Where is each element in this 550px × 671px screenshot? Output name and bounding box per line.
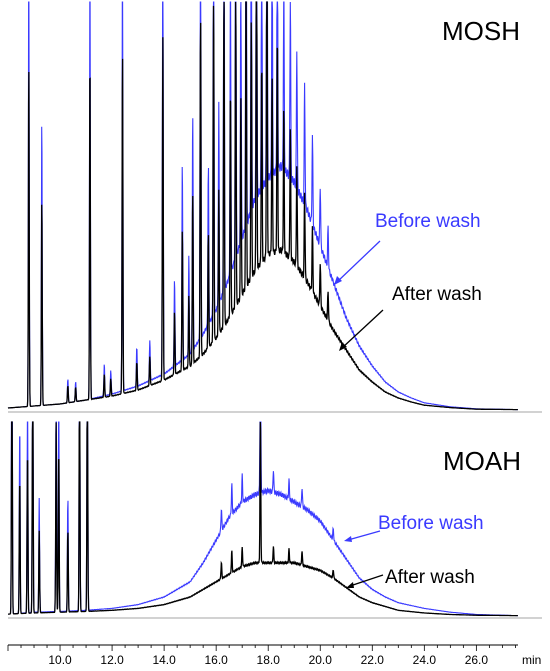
mosh-title: MOSH xyxy=(442,16,520,46)
x-tick-label: 18.0 xyxy=(257,653,281,667)
x-tick-label: 24.0 xyxy=(413,653,437,667)
x-tick-label: 12.0 xyxy=(100,653,124,667)
x-tick-label: 16.0 xyxy=(204,653,228,667)
x-axis-ticks: 10.0 12.0 14.0 16.0 18.0 20.0 22.0 24.0 26.0 xyxy=(7,645,516,667)
mosh-before-wash-arrow xyxy=(336,240,381,283)
x-axis: 10.0 12.0 14.0 16.0 18.0 20.0 22.0 24.0 26.0 min xyxy=(7,644,541,667)
mosh-plot-area xyxy=(7,1,518,411)
x-tick-label: 22.0 xyxy=(361,653,385,667)
moah-after-wash-arrow xyxy=(349,574,384,587)
mosh-after-wash-label: After wash xyxy=(392,284,482,305)
x-tick-label: 10.0 xyxy=(48,653,72,667)
moah-after-wash-label: After wash xyxy=(385,567,475,588)
x-tick-label: 26.0 xyxy=(465,653,489,667)
mosh-after-wash-arrow xyxy=(341,309,384,349)
moah-title: MOAH xyxy=(443,446,521,476)
moah-before-wash-arrowhead xyxy=(344,536,352,542)
mosh-series-after-wash xyxy=(7,1,518,411)
moah-panel: MOAH Before wash After wash xyxy=(8,421,542,619)
x-tick-label: 14.0 xyxy=(152,653,176,667)
mosh-after-wash-arrowhead xyxy=(339,342,347,351)
mosh-before-wash-label: Before wash xyxy=(375,211,481,232)
moah-plot-area xyxy=(8,421,518,617)
x-axis-unit-label: min xyxy=(522,653,541,667)
mosh-panel: MOSH Before wash After wash xyxy=(7,1,542,413)
moah-series-before-wash xyxy=(8,421,518,617)
moah-before-wash-arrow xyxy=(347,530,381,541)
moah-series-after-wash xyxy=(8,421,518,617)
moah-after-wash-arrowhead xyxy=(346,582,354,588)
mosh-before-wash-arrowhead xyxy=(334,276,342,285)
moah-before-wash-label: Before wash xyxy=(378,513,484,534)
x-tick-label: 20.0 xyxy=(309,653,333,667)
